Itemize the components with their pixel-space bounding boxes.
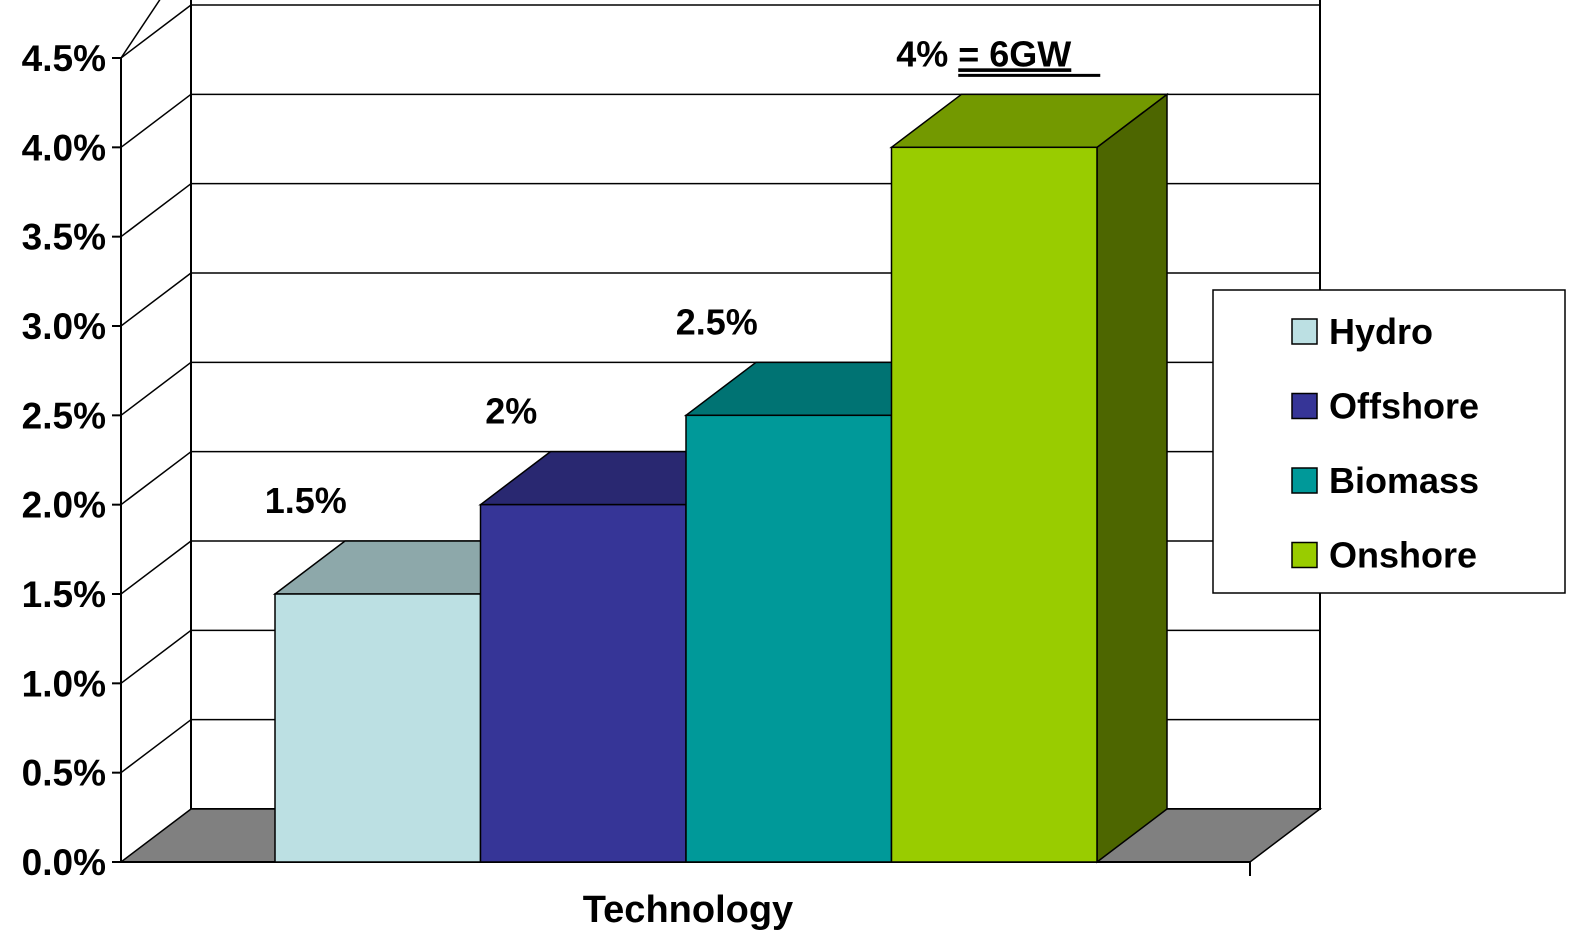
legend-swatch-offshore: [1291, 392, 1318, 420]
legend-label-hydro: Hydro: [1329, 311, 1433, 352]
data-labels: 1.5% 2% 2.5% 4% = 6GW: [250, 33, 1101, 525]
legend-label-onshore: Onshore: [1329, 535, 1477, 576]
side-wall-gridline: [120, 93, 192, 148]
y-tick-label: 2.0%: [22, 485, 106, 526]
data-label-background: [250, 475, 361, 525]
legend-box: [1212, 289, 1566, 594]
bar-front: [685, 414, 893, 863]
side-wall-gridline: [120, 540, 192, 595]
y-tick-label: 3.0%: [22, 306, 106, 347]
y-tick-label: 0.5%: [22, 753, 106, 794]
side-wall-top: [120, 0, 161, 59]
bar-front: [274, 593, 482, 863]
side-wall-gridline: [120, 361, 192, 416]
data-label-onshore: 4%: [896, 33, 948, 74]
side-wall-gridline: [120, 183, 192, 238]
bars: [272, 92, 1170, 864]
y-tick-label: 2.5%: [22, 395, 106, 436]
legend-label-biomass: Biomass: [1329, 460, 1479, 501]
side-wall-gridline: [120, 272, 192, 327]
data-label-hydro: 1.5%: [265, 480, 347, 521]
legend: Hydro Offshore Biomass Onshore: [1212, 289, 1566, 594]
legend-label-offshore: Offshore: [1329, 386, 1479, 427]
data-label-biomass: 2.5%: [676, 301, 758, 342]
legend-swatch-hydro: [1291, 318, 1318, 345]
bar-biomass: [683, 361, 964, 863]
bar-front: [479, 503, 687, 863]
side-wall-gridline: [120, 719, 192, 774]
data-label-offshore: 2%: [485, 391, 537, 432]
side-wall-gridline: [120, 4, 192, 59]
bar-side: [1096, 92, 1168, 864]
bar-onshore: [889, 92, 1170, 864]
y-tick-label: 4.0%: [22, 127, 106, 168]
y-tick-label: 3.5%: [22, 217, 106, 258]
y-tick-label: 0.0%: [22, 842, 106, 883]
y-tick-label: 1.5%: [22, 574, 106, 615]
x-axis-label: Technology: [583, 889, 793, 931]
legend-swatch-biomass: [1291, 467, 1318, 494]
data-label-extra: = 6GW: [958, 33, 1071, 74]
y-axis-ticks: 0.0% 0.5% 1.0% 1.5% 2.0% 2.5% 3.0% 3.5% 4.0% 4.5%: [22, 38, 121, 883]
side-wall-gridline: [120, 629, 192, 684]
y-tick-label: 4.5%: [22, 38, 106, 79]
y-tick-label: 1.0%: [22, 663, 106, 704]
side-wall-gridline: [120, 451, 192, 506]
bar-front: [890, 146, 1098, 863]
legend-swatch-onshore: [1291, 541, 1318, 569]
